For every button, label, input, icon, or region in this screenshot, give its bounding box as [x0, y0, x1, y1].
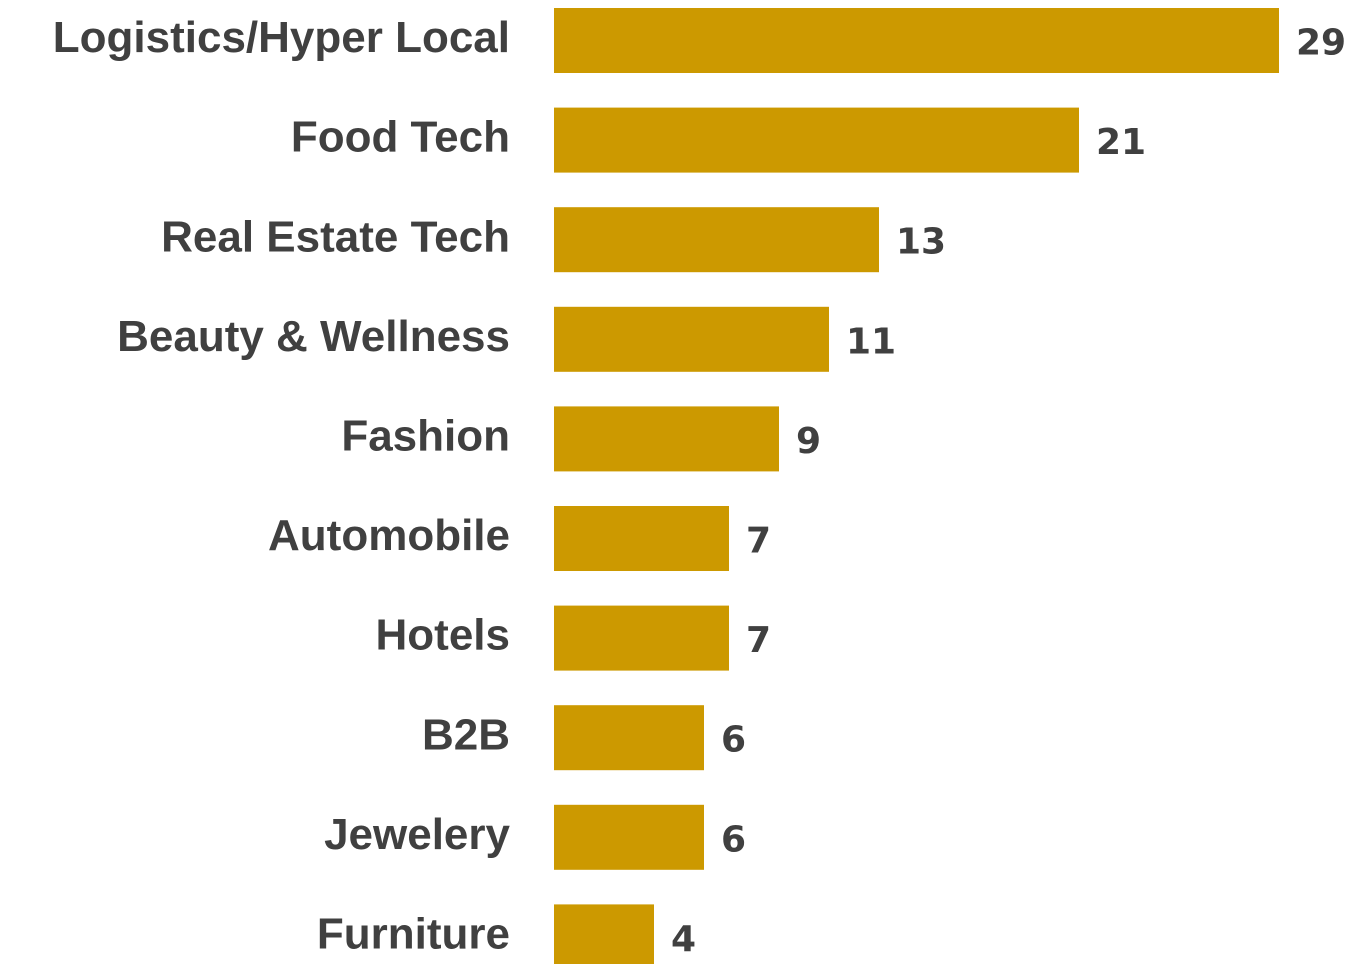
bar	[554, 904, 654, 964]
category-label: Automobile	[268, 511, 510, 560]
bar	[554, 8, 1279, 73]
value-label: 13	[896, 222, 946, 263]
category-label: Fashion	[341, 412, 510, 461]
value-label: 7	[746, 521, 771, 562]
bar	[554, 705, 704, 771]
value-label: 7	[746, 620, 771, 661]
value-label: 6	[721, 819, 746, 860]
category-label: Food Tech	[291, 113, 510, 162]
value-label: 11	[846, 321, 896, 362]
category-label: Real Estate Tech	[161, 212, 510, 261]
category-label: B2B	[422, 710, 510, 759]
bar	[554, 506, 729, 571]
category-label: Logistics/Hyper Local	[53, 13, 510, 62]
value-label: 9	[796, 421, 821, 462]
category-label: Beauty & Wellness	[117, 312, 510, 361]
bar	[554, 804, 704, 870]
bar	[554, 107, 1079, 173]
category-label: Furniture	[317, 910, 510, 959]
value-label: 4	[671, 919, 696, 960]
category-label: Jewelery	[324, 810, 510, 859]
bar	[554, 306, 829, 372]
bar	[554, 207, 879, 273]
value-label: 29	[1296, 23, 1346, 64]
bar	[554, 605, 729, 671]
bar	[554, 406, 779, 472]
value-label: 6	[721, 720, 746, 761]
category-label: Hotels	[376, 611, 510, 660]
value-label: 21	[1096, 122, 1146, 163]
